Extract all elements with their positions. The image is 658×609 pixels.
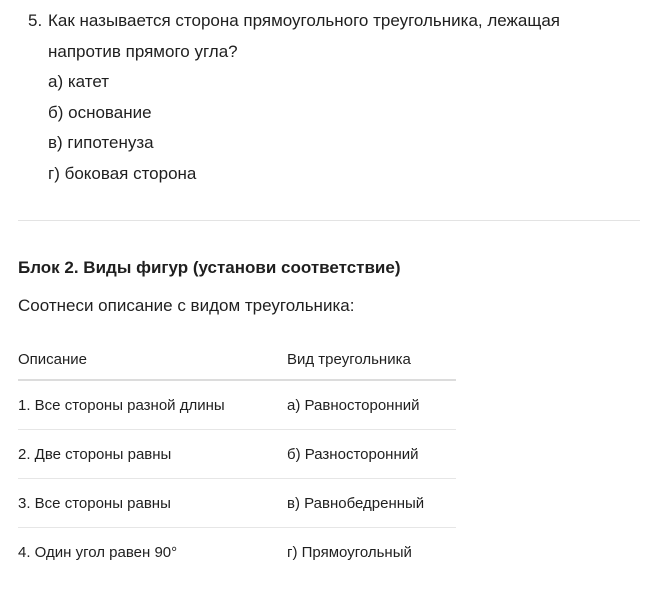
option: б) основание [48, 102, 152, 122]
cell: в) Равнобедренный [287, 478, 456, 528]
option: г) боковая сторона [48, 163, 197, 183]
header-description: Описание [18, 340, 287, 381]
block-instruction: Соотнеси описание с видом треугольника: [18, 296, 355, 315]
cell: а) Равносторонний [287, 380, 456, 430]
question-5: 5. Как называется сторона прямоугольного… [28, 6, 628, 190]
block-title: Блок 2. Виды фигур (установи соответстви… [18, 258, 401, 277]
option: в) гипотенуза [48, 133, 154, 153]
header-type: Вид треугольника [287, 340, 456, 381]
option: а) катет [48, 72, 110, 92]
cell: 1. Все стороны разной длины [18, 380, 287, 430]
table-header: Описание Вид треугольника [18, 340, 456, 381]
cell: 3. Все стороны равны [18, 478, 287, 528]
table-row: 4. Один угол равен 90° г) Прямоугольный [18, 528, 456, 577]
cell: 2. Две стороны равны [18, 429, 287, 479]
table-row: 1. Все стороны разной длины а) Равносторо… [18, 380, 456, 430]
question-text: Как называется сторона прямоугольного тр… [48, 11, 561, 61]
table-row: 3. Все стороны равны в) Равнобедренный [18, 478, 456, 528]
cell: г) Прямоугольный [287, 543, 412, 561]
cell: 4. Один угол равен 90° [18, 543, 178, 561]
table-row: 2. Две стороны равны б) Разносторонний [18, 429, 456, 479]
divider [18, 220, 640, 221]
cell: б) Разносторонний [287, 429, 456, 479]
question-number: 5. [28, 11, 43, 30]
matching-table: Описание Вид треугольника 1. Все стороны… [18, 340, 456, 576]
